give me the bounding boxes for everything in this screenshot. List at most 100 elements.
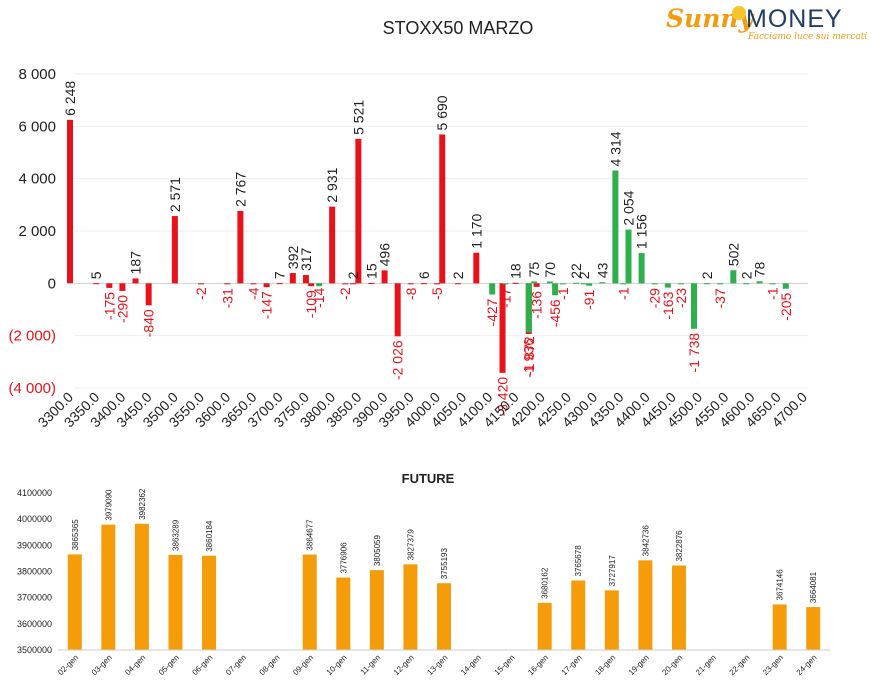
call-bar: [499, 283, 506, 373]
future-chart-title: FUTURE: [402, 471, 455, 486]
data-label: 2: [699, 271, 715, 279]
future-bar: [336, 577, 351, 650]
future-bar-chart: FUTURE 3865365 3979090 3982362 3863289 38601…: [17, 471, 830, 677]
data-label: 3805059: [373, 534, 382, 566]
x-tick-label: 24-gen: [795, 653, 819, 677]
call-bar: [454, 283, 461, 285]
data-label: 5: [88, 271, 104, 279]
data-label: 2: [345, 271, 361, 279]
data-label: 5 521: [350, 100, 366, 135]
data-label: 2: [450, 271, 466, 279]
call-bar: [119, 283, 126, 291]
x-tick-label: 20-gen: [660, 653, 684, 677]
data-label: -427: [484, 298, 500, 326]
future-bar: [403, 564, 418, 650]
x-tick-label: 14-gen: [459, 653, 483, 677]
x-tick-label: 22-gen: [728, 653, 752, 677]
x-tick-label: 17-gen: [560, 653, 584, 677]
put-bar: [782, 283, 789, 289]
x-tick-label: 09-gen: [291, 653, 315, 677]
data-label: 502: [725, 243, 741, 267]
data-label: 3727917: [608, 555, 617, 587]
data-label: 392: [285, 246, 301, 270]
call-bar: [342, 283, 349, 285]
data-label: 3822876: [675, 530, 684, 562]
y-tick-label: 0: [48, 275, 56, 292]
future-bar: [571, 580, 586, 650]
put-bar: [677, 283, 684, 285]
call-bar: [224, 283, 231, 285]
put-bar: [620, 283, 627, 285]
data-label: 2: [738, 271, 754, 279]
data-label: 317: [298, 247, 314, 271]
put-bar: [580, 283, 587, 285]
data-label: 3863289: [171, 519, 180, 551]
x-tick-label: 19-gen: [627, 653, 651, 677]
data-label: -147: [259, 291, 275, 319]
call-bar: [250, 283, 257, 285]
put-bar: [559, 283, 566, 285]
put-bar: [625, 229, 632, 284]
y-tick-label: 8 000: [18, 66, 56, 83]
put-bar: [651, 283, 658, 285]
put-bar: [730, 270, 737, 284]
put-bar: [552, 283, 559, 296]
future-bar: [168, 554, 183, 650]
call-bar: [394, 283, 401, 337]
call-bar: [473, 252, 480, 284]
put-bar: [546, 281, 553, 284]
call-bar: [350, 283, 357, 285]
call-bar: [132, 278, 139, 284]
future-bar: [67, 554, 82, 650]
x-tick-label: 11-gen: [359, 653, 383, 677]
data-label: -14: [311, 287, 327, 307]
data-label: -840: [141, 309, 157, 337]
call-bar: [512, 282, 519, 284]
data-label: 22: [568, 263, 584, 279]
x-tick-label: 08-gen: [258, 653, 282, 677]
data-label: 3865365: [71, 519, 80, 551]
call-bar: [237, 210, 244, 284]
data-label: 3827379: [406, 529, 415, 561]
put-bar: [756, 281, 763, 284]
call-bar: [171, 216, 178, 284]
logo-tagline: Facciamo luce sui mercati: [748, 32, 868, 42]
x-tick-label: 10-gen: [325, 653, 349, 677]
data-label: 2 054: [621, 190, 637, 225]
future-bar: [437, 583, 451, 650]
data-label: 1 156: [634, 214, 650, 249]
data-label: 5 690: [434, 95, 450, 130]
data-label: -4: [246, 287, 262, 300]
data-label: 4 314: [607, 131, 623, 166]
call-bar: [289, 273, 296, 284]
future-bar: [772, 604, 787, 650]
call-bar: [263, 283, 270, 288]
call-bar: [329, 206, 336, 284]
x-tick-label: 04-gen: [123, 653, 147, 677]
data-label: -136: [529, 291, 545, 319]
data-label: -163: [660, 291, 676, 319]
call-bar: [381, 270, 388, 284]
data-label: -456: [547, 299, 563, 327]
data-label: 3979090: [104, 489, 113, 521]
x-tick-label: 06-gen: [190, 653, 214, 677]
data-label: -205: [778, 292, 794, 320]
sun-icon: [732, 6, 746, 20]
data-label: 2 931: [324, 167, 340, 202]
data-label: -2: [193, 287, 209, 300]
data-label: 3680162: [541, 567, 550, 599]
put-bar: [612, 170, 619, 284]
x-tick-label: 15-gen: [493, 653, 517, 677]
data-label: 2: [576, 271, 592, 279]
x-tick-label: 13-gen: [425, 653, 449, 677]
y-tick-label: 3700000: [17, 593, 52, 603]
y-tick-label: 3600000: [17, 619, 52, 629]
data-label: 3664081: [809, 571, 818, 603]
data-label: 1 170: [468, 213, 484, 248]
data-label: -1: [765, 287, 781, 300]
future-bar: [638, 560, 653, 650]
sunny-money-logo: Sunny MONEY Facciamo luce sui mercati: [666, 4, 867, 42]
y-tick-label: 4100000: [17, 488, 52, 498]
y-tick-label: 3500000: [17, 645, 52, 655]
data-label: 3982362: [138, 488, 147, 520]
